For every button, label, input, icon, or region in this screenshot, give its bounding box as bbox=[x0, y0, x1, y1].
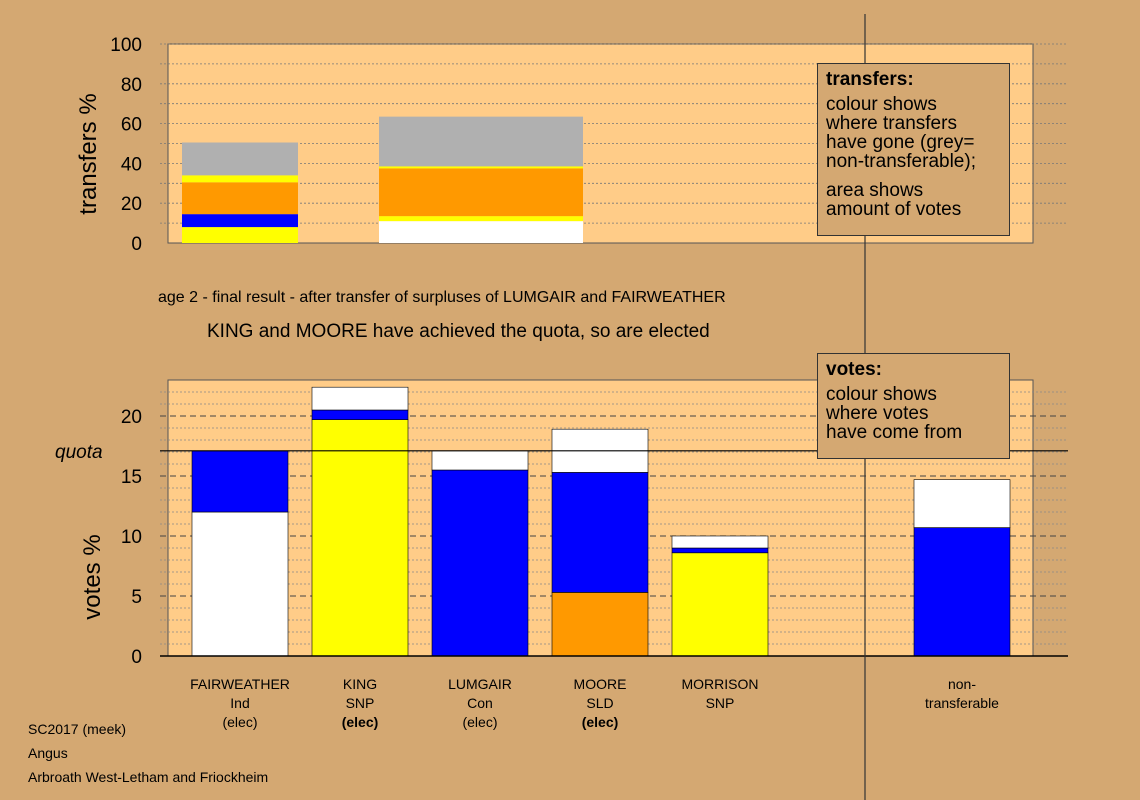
transfers-legend-line: where transfers bbox=[826, 113, 957, 134]
transfers-bar-segment bbox=[182, 227, 298, 243]
transfers-bar-segment bbox=[379, 221, 583, 243]
candidate-name-label: KING bbox=[343, 676, 377, 692]
votes-bar-segment bbox=[431, 469, 529, 657]
candidate-name-label: LUMGAIR bbox=[448, 676, 512, 692]
transfers-legend-line: have gone (grey= bbox=[826, 132, 975, 153]
votes-tick-label: 15 bbox=[121, 467, 142, 488]
votes-legend-line: colour shows bbox=[826, 384, 937, 405]
votes-legend-line: have come from bbox=[826, 422, 963, 443]
transfers-tick-label: 0 bbox=[131, 234, 142, 255]
votes-axis-title: votes % bbox=[79, 534, 106, 619]
transfers-axis-title: transfers % bbox=[75, 93, 102, 214]
candidate-party-label: Con bbox=[467, 695, 493, 711]
votes-bar-segment bbox=[191, 511, 289, 657]
votes-legend-title: votes: bbox=[826, 359, 882, 380]
candidate-party-label: SLD bbox=[586, 695, 613, 711]
footer-council: Angus bbox=[28, 745, 68, 761]
votes-tick-label: 20 bbox=[121, 407, 142, 428]
votes-bar-segment bbox=[311, 419, 409, 657]
votes-bar-segment bbox=[913, 479, 1011, 528]
transfers-bar-segment bbox=[379, 116, 583, 167]
transfers-legend-line: area shows bbox=[826, 180, 924, 201]
votes-bar-segment bbox=[431, 450, 529, 471]
transfers-bar-segment bbox=[182, 182, 298, 215]
footer-method: SC2017 (meek) bbox=[28, 721, 127, 737]
stage-caption: age 2 - final result - after transfer of… bbox=[158, 289, 726, 306]
footer-ward: Arbroath West-Letham and Friockheim bbox=[28, 769, 269, 785]
candidate-party-label: Ind bbox=[230, 695, 249, 711]
transfers-bar-segment bbox=[379, 216, 583, 222]
candidate-status-label: (elec) bbox=[582, 714, 619, 730]
votes-bar-segment bbox=[311, 386, 409, 411]
votes-legend-line: where votes bbox=[826, 403, 929, 424]
votes-bar-segment bbox=[671, 552, 769, 657]
votes-bar-segment bbox=[913, 527, 1011, 657]
candidate-party-label: SNP bbox=[706, 695, 735, 711]
votes-bar-segment bbox=[671, 547, 769, 554]
votes-tick-label: 10 bbox=[121, 527, 142, 548]
candidate-name-label: FAIRWEATHER bbox=[190, 676, 290, 692]
transfers-bar-segment bbox=[379, 168, 583, 217]
transfers-tick-label: 80 bbox=[121, 75, 142, 96]
candidate-name-label: MORRISON bbox=[682, 676, 759, 692]
candidate-party-label: SNP bbox=[346, 695, 375, 711]
candidate-status-label: (elec) bbox=[222, 714, 257, 730]
votes-bar-segment bbox=[311, 409, 409, 420]
votes-tick-label: 5 bbox=[131, 587, 142, 608]
candidate-name-label: MOORE bbox=[574, 676, 627, 692]
transfers-tick-label: 20 bbox=[121, 194, 142, 215]
transfers-legend-line: amount of votes bbox=[826, 199, 962, 220]
candidate-status-label: (elec) bbox=[462, 714, 497, 730]
transfers-tick-label: 60 bbox=[121, 115, 142, 136]
votes-bar-segment bbox=[191, 450, 289, 513]
transfers-bar-segment bbox=[379, 166, 583, 169]
votes-tick-label: 0 bbox=[131, 647, 142, 668]
transfers-bar-segment bbox=[182, 214, 298, 228]
votes-bar-segment bbox=[671, 535, 769, 549]
nontransferable-label: transferable bbox=[925, 695, 999, 711]
candidate-status-label: (elec) bbox=[342, 714, 379, 730]
transfers-legend: transfers: colour shows where transfers … bbox=[817, 63, 1010, 236]
elected-caption: KING and MOORE have achieved the quota, … bbox=[207, 321, 710, 342]
transfers-legend-line: colour shows bbox=[826, 94, 937, 115]
quota-label: quota bbox=[55, 442, 103, 463]
transfers-tick-label: 100 bbox=[110, 35, 142, 56]
transfers-legend-line: non-transferable); bbox=[826, 151, 976, 172]
votes-legend: votes: colour shows where votes have com… bbox=[817, 353, 1010, 459]
transfers-bar-segment bbox=[182, 142, 298, 176]
votes-bar-segment bbox=[551, 472, 649, 593]
transfers-bar-segment bbox=[182, 175, 298, 183]
transfers-tick-label: 40 bbox=[121, 154, 142, 175]
votes-bar-segment bbox=[551, 592, 649, 657]
nontransferable-label: non- bbox=[948, 676, 976, 692]
transfers-legend-title: transfers: bbox=[826, 69, 914, 90]
